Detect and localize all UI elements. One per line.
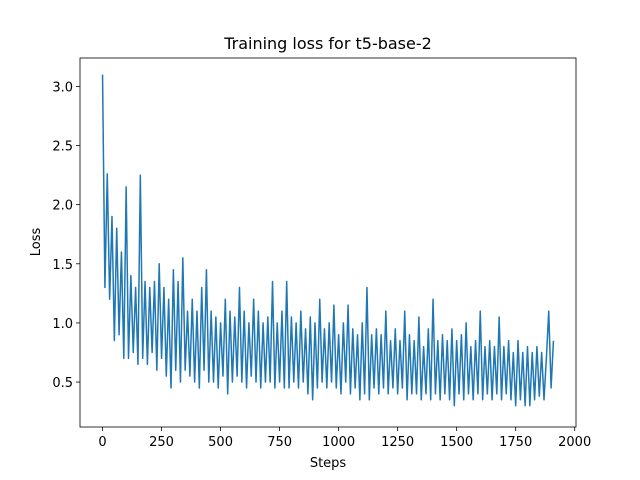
x-tick-label: 1500	[440, 435, 473, 450]
x-tick-label: 1750	[499, 435, 532, 450]
y-tick-label: 2.5	[52, 140, 73, 155]
x-tick-label: 2000	[558, 435, 591, 450]
y-tick-label: 2.0	[52, 199, 73, 214]
x-tick-label: 1250	[381, 435, 414, 450]
y-tick-label: 1.0	[52, 317, 73, 332]
x-tick-label: 1000	[322, 435, 355, 450]
x-tick-label: 250	[149, 435, 174, 450]
y-tick-label: 1.5	[52, 258, 73, 273]
axes-frame	[79, 57, 577, 428]
loss-line	[101, 74, 555, 407]
x-tick-label: 750	[267, 435, 292, 450]
y-tick-label: 0.5	[52, 376, 73, 391]
y-tick-label: 3.0	[52, 80, 73, 95]
x-tick-label: 0	[98, 435, 106, 450]
x-tick-label: 500	[208, 435, 233, 450]
x-axis-label: Steps	[310, 456, 347, 471]
chart-title: Training loss for t5-base-2	[223, 34, 432, 53]
y-axis-label: Loss	[29, 228, 44, 257]
